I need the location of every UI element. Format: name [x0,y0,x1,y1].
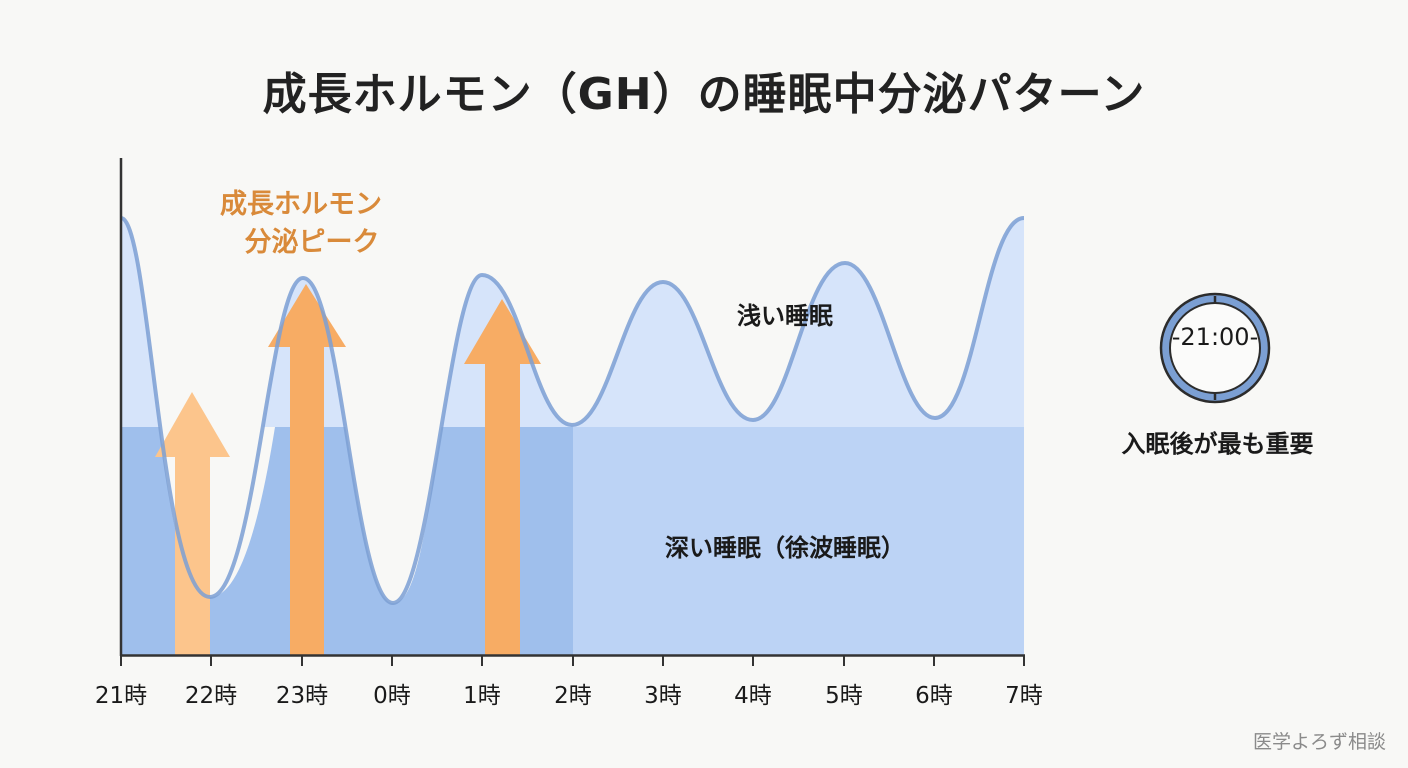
gh-arrow-small [155,392,230,655]
clock-time: -21:00- [1171,323,1259,351]
deep-sleep-band-late [573,427,1024,655]
x-tick-label: 6時 [915,683,953,709]
x-tick-label: 2時 [554,683,592,709]
clock-icon [1159,292,1271,404]
x-tick-marks [120,655,1025,666]
sleep-depth-curve [120,216,1025,606]
x-axis-labels: 21時 22時 23時 0時 1時 2時 3時 4時 5時 6時 7時 [0,676,1408,710]
x-tick-label: 23時 [275,683,329,709]
x-tick-label: 5時 [825,683,863,709]
chart-title: 成長ホルモン（GH）の睡眠中分泌パターン [262,69,1146,120]
x-tick-label: 21時 [94,683,148,709]
x-tick-label: 4時 [734,683,772,709]
deep-sleep-label: 深い睡眠（徐波睡眠） [665,534,905,562]
gh-arrow-peak-1 [464,299,541,655]
gh-peak-annotation: 成長ホルモン 分泌ピーク [196,186,406,262]
upper-cutouts [121,160,1024,603]
peak-label-line1: 成長ホルモン [220,189,382,220]
clock-caption: 入眠後が最も重要 [1121,430,1314,458]
light-sleep-label: 浅い睡眠 [737,302,833,330]
peak-label-line2: 分泌ピーク [244,227,380,258]
source-credit: 医学よろず相談 [1252,731,1386,753]
x-tick-label: 1時 [463,683,501,709]
x-tick-label: 22時 [184,683,238,709]
x-tick-label: 3時 [644,683,682,709]
x-tick-label: 7時 [1005,683,1043,709]
x-tick-label: 0時 [373,683,411,709]
